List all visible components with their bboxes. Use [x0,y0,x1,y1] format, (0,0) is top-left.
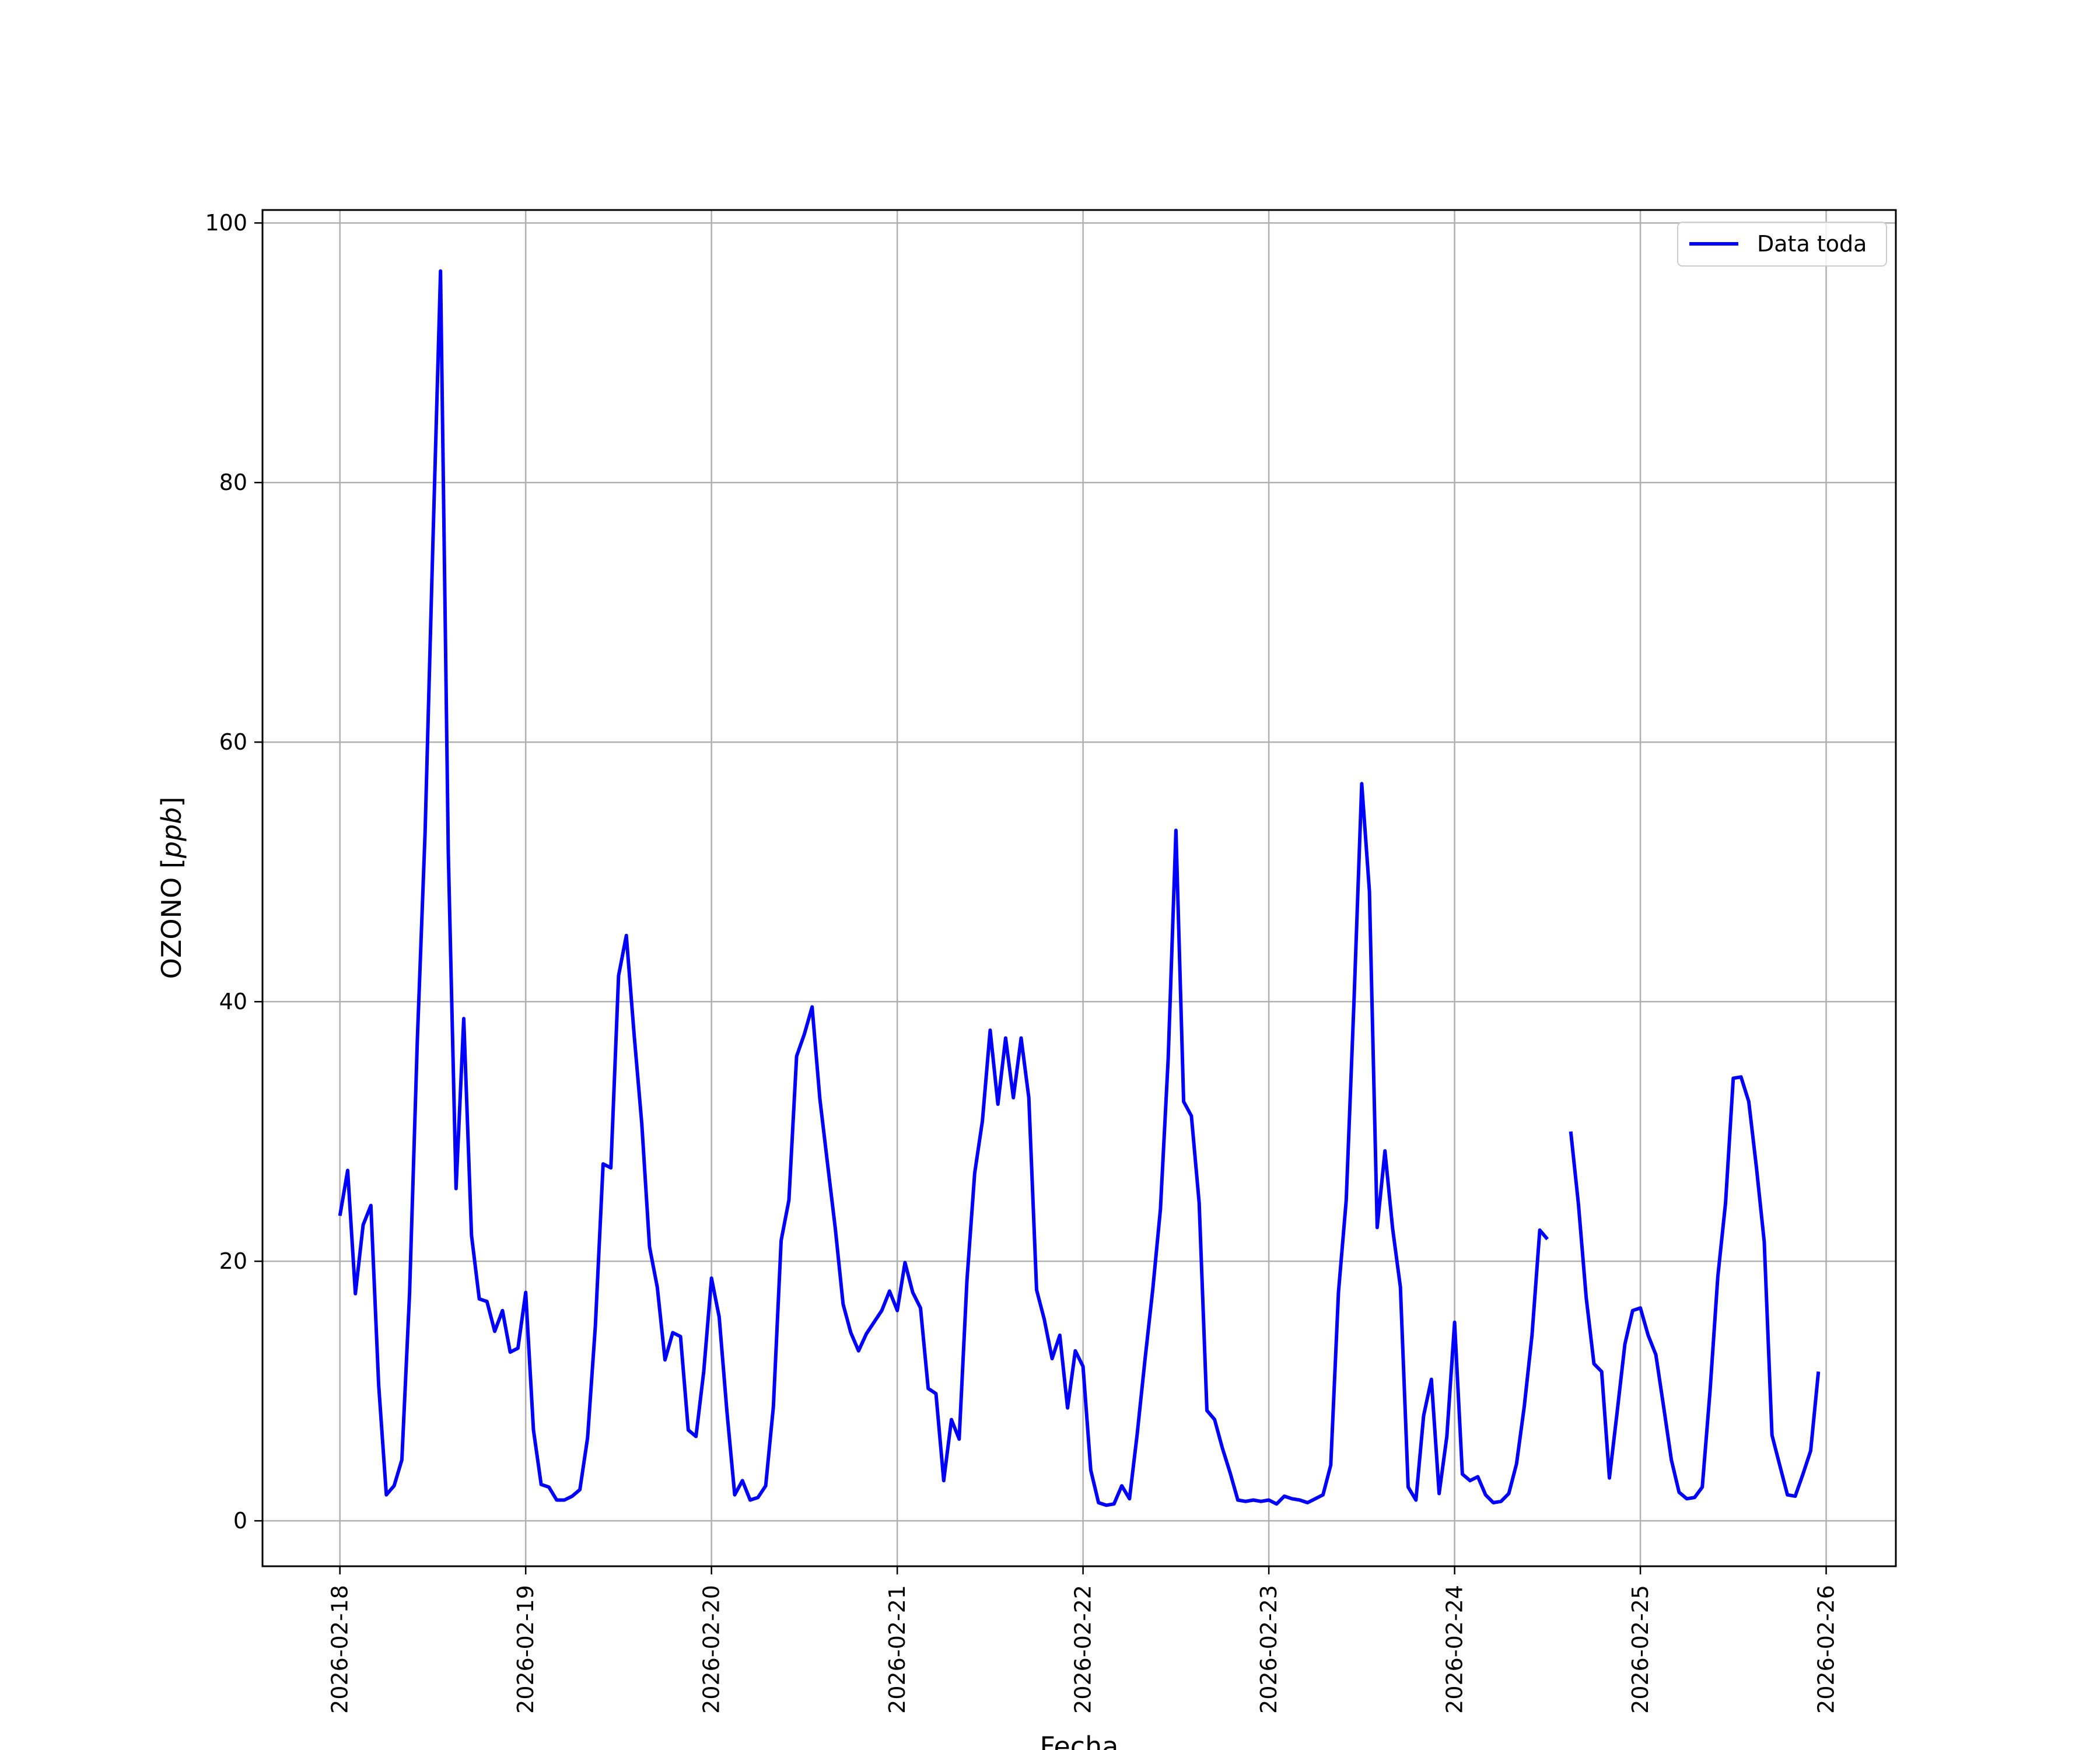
y-tick-label: 40 [219,989,247,1014]
legend: Data toda [1677,222,1887,267]
grid-lines [262,210,1896,1566]
x-tick-label: 2026-02-18 [327,1585,353,1714]
y-axis-title: OZONO [ppb] [156,797,187,979]
x-axis-title: Fecha [1040,1731,1119,1750]
series-line-segment [1569,1075,1821,1501]
x-tick-label: 2026-02-23 [1256,1585,1282,1714]
series-line-data-toda [338,269,1821,1507]
y-tick-label: 100 [205,210,247,236]
x-axis-ticks: 2026-02-18 2026-02-19 2026-02-20 2026-02-21… [327,1566,1839,1714]
x-tick-label: 2026-02-19 [513,1585,538,1714]
y-axis-title-close: ] [156,797,187,807]
x-tick-label: 2026-02-20 [699,1585,724,1714]
x-tick-label: 2026-02-22 [1070,1585,1096,1714]
x-tick-label: 2026-02-26 [1814,1585,1839,1714]
series-line-segment [338,269,1549,1507]
x-tick-label: 2026-02-25 [1628,1585,1653,1714]
plot-frame [261,209,1897,1567]
y-axis-title-unit: ppb [156,807,187,859]
x-tick-label: 2026-02-21 [884,1585,910,1714]
y-tick-label: 20 [219,1248,247,1274]
y-axis-title-main: OZONO [ [156,858,187,979]
x-tick-label: 2026-02-24 [1442,1585,1468,1714]
legend-box [1677,222,1887,267]
y-tick-label: 0 [233,1508,247,1534]
y-tick-label: 60 [219,729,247,755]
legend-label-data-toda: Data toda [1757,231,1867,257]
y-axis-ticks: 0 20 40 60 80 100 [205,210,262,1534]
y-tick-label: 80 [219,470,247,495]
